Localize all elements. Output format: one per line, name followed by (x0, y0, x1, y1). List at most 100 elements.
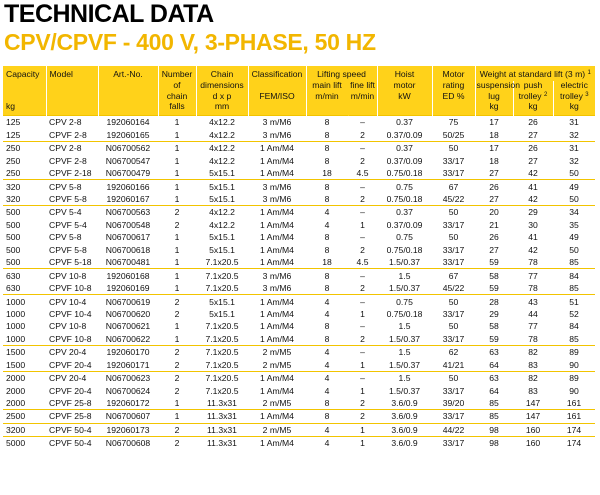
cell-capacity: 1500 (3, 345, 46, 359)
cell-weight-electric-trolley: 32 (569, 129, 579, 140)
cell-motor-rating: 33/17 (432, 436, 476, 450)
cell-model: CPV 5-4 (46, 205, 98, 219)
cell-art-no: N06700622 (105, 333, 151, 344)
header-weight: Weight at standard lift (3 m) 1 (474, 66, 596, 81)
cell-chain-falls: 1 (174, 244, 180, 255)
cell-weight-push-trolley: 41 (513, 179, 554, 193)
cell-main-lift: 8 (306, 179, 348, 193)
cell-classification: 1 Am/M4 (260, 321, 294, 332)
cell-chain-falls: 2 (158, 205, 196, 219)
cell-weight-push-trolley: 29 (513, 205, 554, 219)
cell-hoist-motor: 1.5/0.37 (388, 385, 421, 396)
cell-fine-lift: – (348, 294, 378, 308)
cell-weight-suspension-lug: 98 (475, 422, 514, 437)
cell-main-lift: 4 (306, 436, 348, 450)
cell-capacity: 1500 (6, 359, 26, 370)
cell-weight-electric-trolley: 49 (569, 232, 579, 243)
cell-fine-lift: 1 (360, 308, 365, 319)
cell-classification: 1 Am/M4 (248, 141, 306, 155)
cell-weight-push-trolley: 42 (528, 168, 538, 179)
cell-motor-rating: 67 (432, 268, 476, 282)
cell-classification: 1 Am/M4 (248, 409, 306, 424)
cell-art-no: N06700620 (105, 308, 151, 319)
cell-fine-lift: 2 (360, 398, 365, 409)
cell-weight-push-trolley: 78 (528, 283, 538, 294)
cell-weight-push-trolley: 78 (528, 257, 538, 268)
cell-classification: 1 Am/M4 (260, 155, 294, 166)
cell-model: CPVF 2-8 (49, 129, 87, 140)
cell-weight-electric-trolley: 84 (569, 321, 579, 332)
cell-hoist-motor: 0.75/0.18 (386, 244, 423, 255)
cell-main-lift: 8 (324, 283, 330, 294)
cell-chain-dimensions: 4x12.2 (196, 205, 248, 219)
header-weight-label: Weight at standard lift (3 m) (479, 69, 586, 79)
header-model: Model (45, 66, 98, 81)
cell-fine-lift: 2 (348, 409, 378, 424)
table-row: 250 CPV 2-8 N06700562 1 4x12.2 1 Am/M4 8–0.37 5… (3, 141, 596, 155)
cell-capacity: 500 (3, 205, 46, 219)
cell-weight-suspension-lug: 64 (489, 359, 499, 370)
cell-motor-rating: 50 (448, 321, 459, 332)
cell-art-no: 192060168 (98, 268, 158, 282)
cell-hoist-motor: 1.5/0.37 (388, 359, 421, 370)
cell-art-no: 192060173 (98, 422, 158, 437)
cell-weight-push-trolley: 41 (528, 232, 538, 243)
cell-fine-lift: 1 (360, 219, 365, 230)
cell-art-no: N06700617 (105, 232, 151, 243)
cell-chain-dimensions: 7.1x20.5 (205, 333, 239, 344)
cell-capacity: 250 (6, 155, 21, 166)
cell-classification: 2 m/M5 (262, 359, 292, 370)
table-row: 630 CPVF 10-8 192060169 1 7.1x20.5 3 m/M6 8 2 1.… (3, 282, 595, 295)
cell-weight-push-trolley: 43 (513, 294, 554, 308)
cell-chain-falls: 1 (174, 283, 180, 294)
cell-capacity: 1000 (6, 308, 26, 319)
header-push-2-label: trolley (518, 90, 542, 101)
cell-weight-electric-trolley: 50 (569, 194, 579, 205)
cell-weight-electric-trolley: 89 (553, 370, 596, 385)
cell-weight-electric-trolley: 85 (569, 333, 579, 344)
cell-motor-rating: 50 (448, 232, 459, 243)
cell-weight-push-trolley: 30 (528, 219, 538, 230)
cell-chain-falls: 1 (158, 409, 196, 424)
cell-classification: 1 Am/M4 (260, 385, 294, 396)
cell-weight-push-trolley: 27 (528, 155, 538, 166)
cell-classification: 1 Am/M4 (260, 168, 294, 179)
table-row: 500 CPVF 5-18 N06700481 1 7.1x20.5 1 Am/M4 18 4… (3, 256, 595, 269)
cell-motor-rating: 33/17 (442, 333, 465, 344)
cell-fine-lift: – (348, 205, 378, 219)
header-electric-2-label: trolley (559, 90, 583, 101)
table-body: 125 CPV 2-8 192060164 1 4x12.2 3 m/M6 8–0.37 75… (3, 115, 596, 450)
cell-chain-dimensions: 4x12.2 (209, 219, 235, 230)
cell-art-no: 192060171 (106, 359, 150, 370)
cell-main-lift: 4 (306, 370, 348, 385)
header-fine-lift: fine lift (347, 80, 378, 92)
table-row: 1500 CPV 20-4 192060170 2 7.1x20.5 2 m/M5 4–1.… (3, 345, 596, 359)
cell-classification: 3 m/M6 (248, 179, 306, 193)
cell-weight-push-trolley: 42 (528, 194, 538, 205)
cell-capacity: 2000 (6, 385, 26, 396)
cell-weight-push-trolley: 82 (513, 370, 554, 385)
cell-classification: 1 Am/M4 (260, 333, 294, 344)
cell-chain-dimensions: 7.1x20.5 (205, 359, 239, 370)
cell-hoist-motor: 0.37/0.09 (386, 219, 423, 230)
cell-weight-push-trolley: 147 (513, 409, 554, 424)
cell-hoist-motor: 3.6/0.9 (377, 422, 433, 437)
cell-main-lift: 18 (322, 257, 332, 268)
cell-hoist-motor: 1.5/0.37 (388, 283, 421, 294)
cell-model: CPV 5-8 (49, 232, 82, 243)
cell-main-lift: 8 (306, 268, 348, 282)
cell-capacity: 500 (6, 244, 21, 255)
cell-chain-dimensions: 7.1x20.5 (196, 268, 248, 282)
cell-capacity: 125 (3, 115, 46, 129)
cell-art-no: 192060169 (106, 283, 150, 294)
cell-capacity: 5000 (3, 436, 46, 450)
table-row: 2000 CPVF 20-4 N06700624 2 7.1x20.5 1 Am/M4 4 1… (3, 384, 595, 396)
table-row: 500 CPVF 5-8 N06700618 1 5x15.1 1 Am/M4 8 2 0.75… (3, 244, 595, 256)
cell-motor-rating: 33/17 (432, 409, 476, 424)
header-push-1: push (512, 80, 554, 92)
cell-chain-falls: 2 (158, 294, 196, 308)
cell-main-lift: 4 (306, 205, 348, 219)
cell-art-no: 192060172 (106, 398, 150, 409)
cell-capacity: 630 (3, 268, 46, 282)
cell-weight-suspension-lug: 59 (489, 283, 499, 294)
